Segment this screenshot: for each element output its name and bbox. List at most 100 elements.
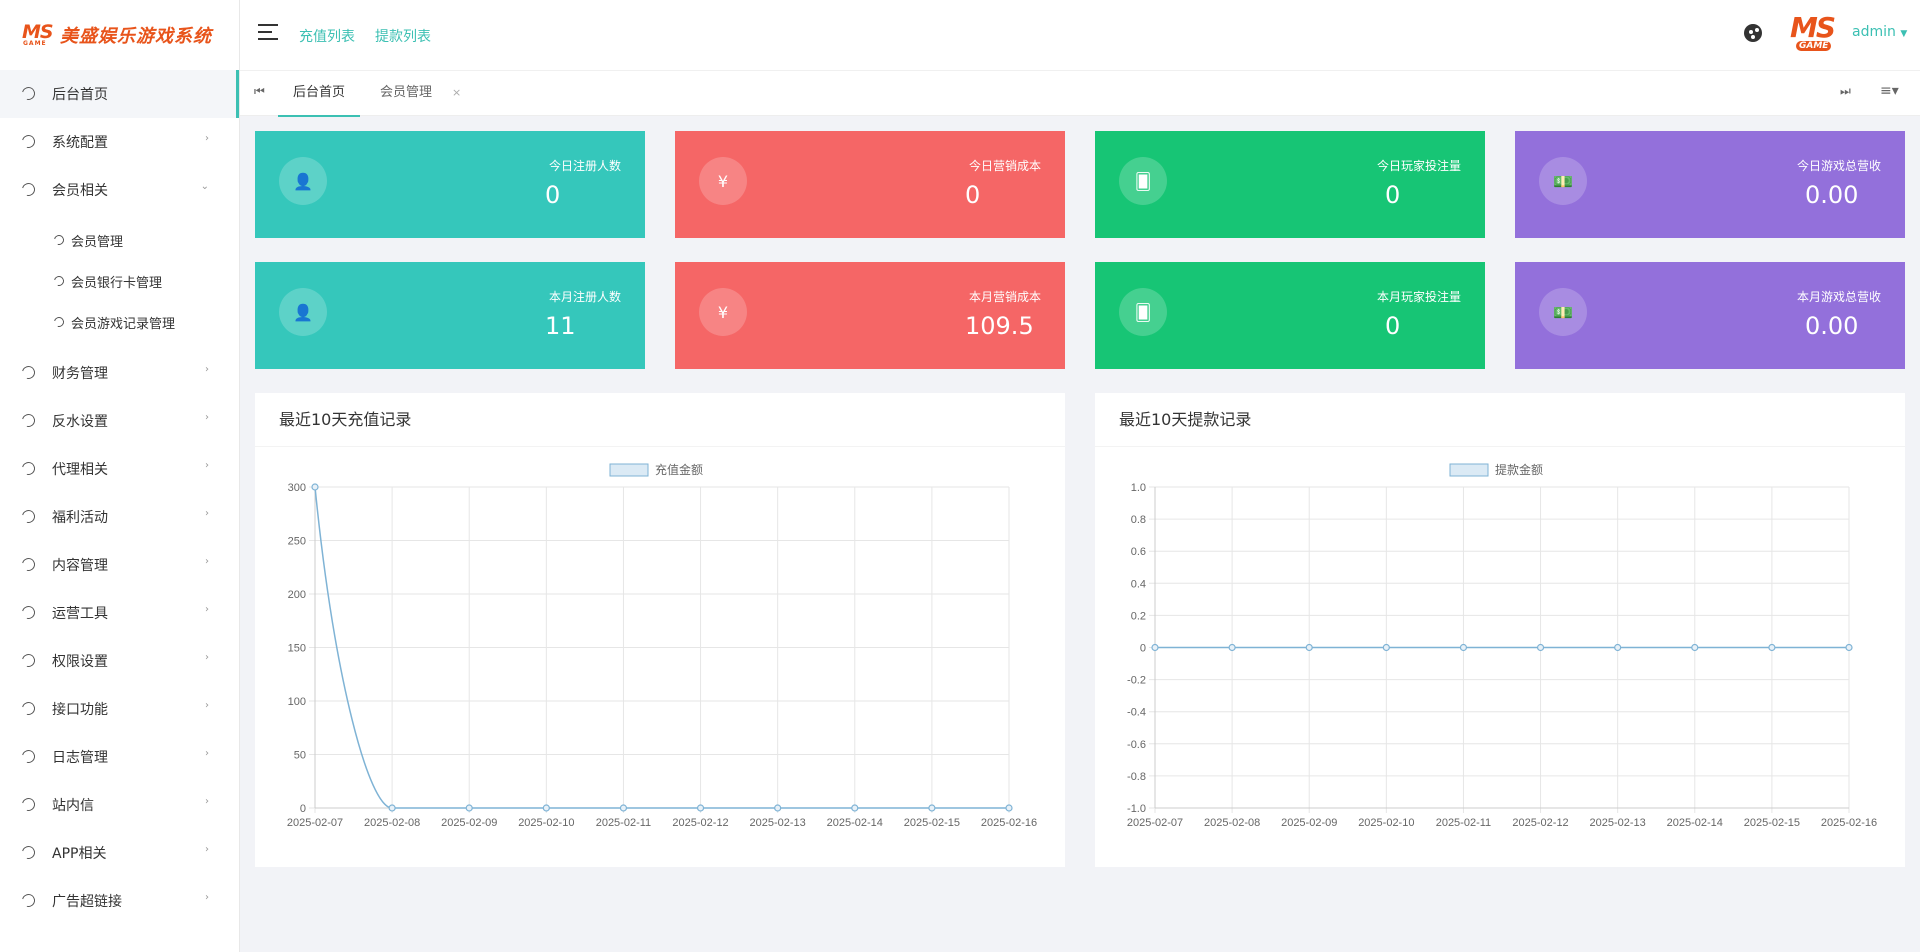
user-menu[interactable]: admin ▼ (1852, 24, 1907, 40)
chevron-down-icon: ⌄ (200, 181, 209, 192)
sidebar-item[interactable]: 财务管理 › (0, 349, 239, 397)
chevron-right-icon: › (205, 796, 209, 807)
data-point (1614, 643, 1622, 652)
sidebar-item-label: 后台首页 (52, 87, 108, 103)
logo-mark-text: MS (22, 21, 54, 43)
legend-swatch (1449, 463, 1489, 477)
recharge-list-link[interactable]: 充值列表 (299, 29, 355, 45)
chevron-right-icon: › (205, 652, 209, 663)
y-tick-label: -1.0 (1127, 803, 1146, 815)
tab-bar: ⏮ 后台首页 会员管理 × ⏭ ≡▾ (240, 70, 1920, 117)
submenu-item[interactable]: 会员银行卡管理 (0, 261, 239, 302)
circle-icon (19, 603, 38, 622)
stat-label: 本月营销成本 (968, 290, 1041, 304)
sidebar-item[interactable]: 接口功能 › (0, 685, 239, 733)
avatar-mark: MS (1790, 11, 1836, 44)
stat-label: 本月游戏总营收 (1796, 290, 1881, 304)
circle-icon (19, 699, 38, 718)
data-point (1845, 643, 1853, 652)
stat-card: 👤 今日注册人数 0 (255, 131, 645, 238)
x-tick-label: 2025-02-15 (904, 817, 960, 829)
data-point (1005, 804, 1013, 812)
palette-icon[interactable] (1744, 24, 1762, 42)
tab-options-icon[interactable]: ≡▾ (1880, 83, 1899, 99)
sidebar-item[interactable]: 站内信 › (0, 781, 239, 829)
chevron-right-icon: › (205, 748, 209, 759)
logo[interactable]: MS GAME 美盛娱乐游戏系统 (0, 0, 239, 70)
tab-scroll-last-icon[interactable]: ⏭ (1840, 84, 1851, 98)
submenu-item[interactable]: 会员游戏记录管理 (0, 302, 239, 343)
circle-icon (19, 180, 38, 199)
data-point (851, 804, 859, 812)
sidebar-item[interactable]: 日志管理 › (0, 733, 239, 781)
legend-swatch (609, 463, 649, 477)
stat-card: 🂠 本月玩家投注量 0 (1095, 262, 1485, 369)
sidebar-item[interactable]: 福利活动 › (0, 493, 239, 541)
circle-icon (19, 555, 38, 574)
circle-icon (19, 747, 38, 766)
logo-mark: MS GAME (22, 21, 54, 48)
sidebar-item[interactable]: 权限设置 › (0, 637, 239, 685)
sidebar-item-label: 运营工具 (52, 606, 108, 622)
sidebar-item[interactable]: 后台首页 (0, 70, 239, 118)
stat-card: 💵 今日游戏总营收 0.00 (1515, 131, 1905, 238)
y-tick-label: 150 (288, 643, 306, 655)
tab-label: 会员管理 (380, 85, 433, 100)
submenu: 会员管理会员银行卡管理 会员游戏记录管理 (0, 214, 239, 349)
circle-icon (19, 795, 38, 814)
avatar-sub: GAME (1796, 41, 1832, 51)
user-icon: 👤 (279, 288, 327, 336)
x-tick-label: 2025-02-08 (1204, 817, 1260, 829)
sidebar-item[interactable]: 代理相关 › (0, 445, 239, 493)
yen-icon: ¥ (699, 288, 747, 336)
money-icon: 💵 (1539, 157, 1587, 205)
data-point (619, 804, 628, 812)
avatar[interactable]: MS GAME (1790, 14, 1840, 52)
close-icon[interactable]: × (452, 86, 462, 99)
x-tick-label: 2025-02-16 (1821, 817, 1877, 829)
stat-label: 今日玩家投注量 (1376, 159, 1461, 173)
chevron-right-icon: › (205, 412, 209, 423)
x-tick-label: 2025-02-08 (364, 817, 420, 829)
y-tick-label: 250 (288, 536, 306, 548)
sidebar-item[interactable]: APP相关 › (0, 829, 239, 877)
sidebar-item[interactable]: 会员相关 ⌄ (0, 166, 239, 214)
stat-value: 0.00 (1805, 312, 1859, 340)
data-point (1382, 643, 1390, 652)
y-tick-label: 0 (1140, 643, 1146, 655)
sidebar-item-label: 接口功能 (52, 702, 108, 718)
yen-icon: ¥ (699, 157, 747, 205)
x-tick-label: 2025-02-10 (518, 817, 574, 829)
y-tick-label: 1.0 (1131, 482, 1146, 494)
data-point (465, 804, 473, 812)
tab-scroll-first-icon[interactable]: ⏮ (254, 84, 265, 98)
submenu-item-label: 会员管理 (71, 235, 124, 250)
menu-toggle-icon[interactable] (258, 24, 278, 40)
x-tick-label: 2025-02-16 (981, 817, 1037, 829)
sidebar-item-label: 财务管理 (52, 366, 108, 382)
sidebar-item[interactable]: 广告超链接 › (0, 877, 239, 925)
withdraw-list-link[interactable]: 提款列表 (375, 29, 431, 45)
tab-member-management[interactable]: 会员管理 × (380, 71, 461, 117)
y-tick-label: -0.6 (1127, 739, 1146, 751)
submenu-item[interactable]: 会员管理 (0, 220, 239, 261)
sidebar-item-label: 代理相关 (52, 462, 108, 478)
stat-card: ¥ 本月营销成本 109.5 (675, 262, 1065, 369)
x-tick-label: 2025-02-11 (1436, 817, 1491, 829)
sidebar-item-label: 反水设置 (52, 414, 108, 430)
sidebar-item[interactable]: 系统配置 › (0, 118, 239, 166)
chevron-right-icon: › (205, 700, 209, 711)
tab-home[interactable]: 后台首页 (278, 71, 361, 117)
stat-value: 0 (1385, 312, 1401, 340)
panel-title: 最近10天充值记录 (255, 393, 1065, 447)
sidebar-item[interactable]: 运营工具 › (0, 589, 239, 637)
cards-icon: 🂠 (1119, 157, 1167, 205)
sidebar-item[interactable]: 反水设置 › (0, 397, 239, 445)
y-tick-label: 0 (300, 803, 306, 815)
recharge-chart-panel: 最近10天充值记录 0 50 100 150 200 250 300 2025-02-07 20… (255, 393, 1065, 867)
top-header: 充值列表 提款列表 MS GAME admin ▼ (240, 0, 1920, 70)
x-tick-label: 2025-02-11 (596, 817, 651, 829)
sidebar-item-label: 广告超链接 (52, 894, 122, 910)
sidebar-item[interactable]: 内容管理 › (0, 541, 239, 589)
circle-icon (19, 507, 38, 526)
